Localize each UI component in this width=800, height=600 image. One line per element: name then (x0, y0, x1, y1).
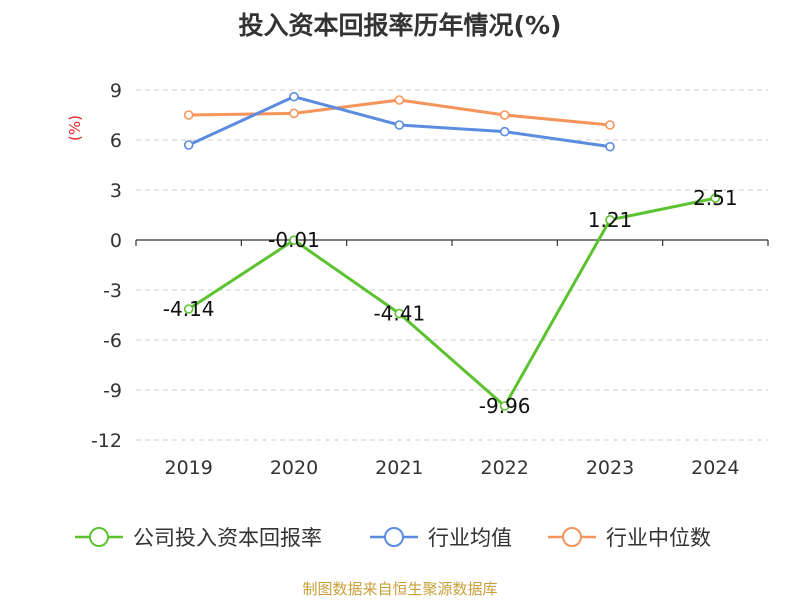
legend-marker-company (89, 527, 109, 547)
data-point-industry_median (605, 120, 615, 130)
data-point-company (394, 308, 405, 319)
data-labels: -4.14 -0.01 -4.41 -9.96 1.21 2.51 (163, 186, 738, 418)
legend[interactable]: 公司投入资本回报率 行业均值 行业中位数 (75, 526, 711, 550)
data-label: 2.51 (693, 186, 738, 210)
legend-label-company: 公司投入资本回报率 (133, 526, 322, 550)
data-point-industry_median (394, 95, 405, 105)
y-axis-unit: (%) (66, 115, 84, 141)
y-tick-label: -6 (103, 330, 122, 352)
data-point-industry_avg (499, 126, 510, 137)
y-tick-label: -12 (91, 430, 122, 452)
x-tick-label: 2022 (480, 457, 528, 479)
data-point-company (605, 215, 615, 225)
legend-marker-industry_avg (384, 527, 404, 547)
data-label: 1.21 (588, 208, 633, 232)
x-tick-label: 2021 (375, 457, 423, 479)
data-point-industry_median (183, 110, 194, 120)
y-tick-label: 0 (110, 230, 122, 252)
x-tick-label: 2024 (691, 457, 739, 479)
gridlines (136, 89, 768, 441)
data-label: -0.01 (268, 228, 320, 252)
data-point-company (499, 401, 510, 411)
data-point-industry_avg (289, 91, 299, 102)
data-point-industry_median (499, 110, 510, 120)
y-tick-label: -3 (103, 280, 122, 302)
data-label: -4.14 (163, 297, 215, 321)
axes: 9 6 3 0 -3 -6 -9 -12 2019 2020 2021 2022 2023 2024 (91, 80, 769, 479)
data-point-company (289, 235, 299, 245)
series-lines (183, 91, 721, 411)
data-label: -9.96 (479, 394, 531, 418)
data-source: 制图数据来自恒生聚源数据库 (302, 580, 498, 598)
series-line-company (187, 196, 716, 408)
x-tick-label: 2020 (270, 457, 318, 479)
data-point-company (710, 193, 721, 203)
data-point-industry_avg (183, 140, 194, 150)
y-tick-label: -9 (103, 380, 122, 402)
data-label: -4.41 (373, 302, 425, 326)
data-point-industry_median (289, 108, 299, 119)
data-point-company (183, 304, 194, 314)
y-tick-label: 9 (110, 80, 122, 102)
legend-marker-industry_median (562, 527, 582, 547)
legend-label-industry_avg: 行业均值 (428, 526, 512, 550)
data-point-industry_avg (605, 141, 615, 152)
legend-label-industry_median: 行业中位数 (606, 526, 711, 550)
data-point-industry_avg (394, 120, 405, 130)
y-tick-label: 6 (110, 130, 122, 152)
y-tick-label: 3 (110, 180, 122, 202)
x-tick-label: 2023 (586, 457, 634, 479)
x-tick-label: 2019 (164, 457, 212, 479)
chart-title: 投入资本回报率历年情况(%) (238, 11, 562, 40)
